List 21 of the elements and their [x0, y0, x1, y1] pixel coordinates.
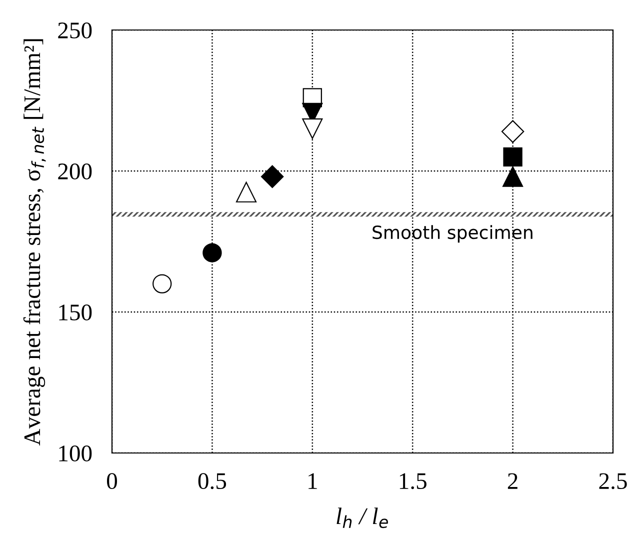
point: [501, 120, 524, 143]
point: [302, 118, 323, 139]
point: [236, 182, 257, 202]
point: [503, 147, 522, 166]
point: [202, 243, 222, 262]
y-tick-label: 100: [59, 445, 92, 462]
y-tick-label: 150: [59, 304, 92, 320]
x-axis-title: l$_{h}$ / l$_{e}$: [336, 508, 388, 528]
point: [152, 274, 172, 294]
point: [502, 166, 524, 187]
y-tick-label: 200: [58, 163, 92, 180]
y-axis-title: Average net fracture stress, σ$_{f,net}$ [N/mm²]: [23, 39, 46, 446]
point: [260, 165, 284, 188]
x-tick-label: 2.5: [599, 473, 627, 490]
band-label: Smooth specimen: [372, 225, 532, 243]
x-tick-label: 1.5: [400, 473, 426, 490]
y-tick-label: 250: [58, 22, 92, 38]
x-tick-label: 0.5: [198, 473, 226, 490]
x-tick-label: 1: [308, 473, 317, 489]
x-tick-label: 2: [508, 473, 518, 489]
x-tick-label: 0: [106, 473, 118, 490]
